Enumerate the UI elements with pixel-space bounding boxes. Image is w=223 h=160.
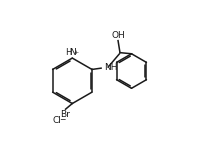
Text: −: − <box>59 116 66 124</box>
Text: Cl: Cl <box>52 116 61 125</box>
Text: OH: OH <box>111 31 125 40</box>
Text: +: + <box>73 50 78 55</box>
Text: Br: Br <box>60 110 70 119</box>
Text: N: N <box>69 48 76 57</box>
Text: NH: NH <box>104 63 118 72</box>
Text: H: H <box>65 48 72 57</box>
